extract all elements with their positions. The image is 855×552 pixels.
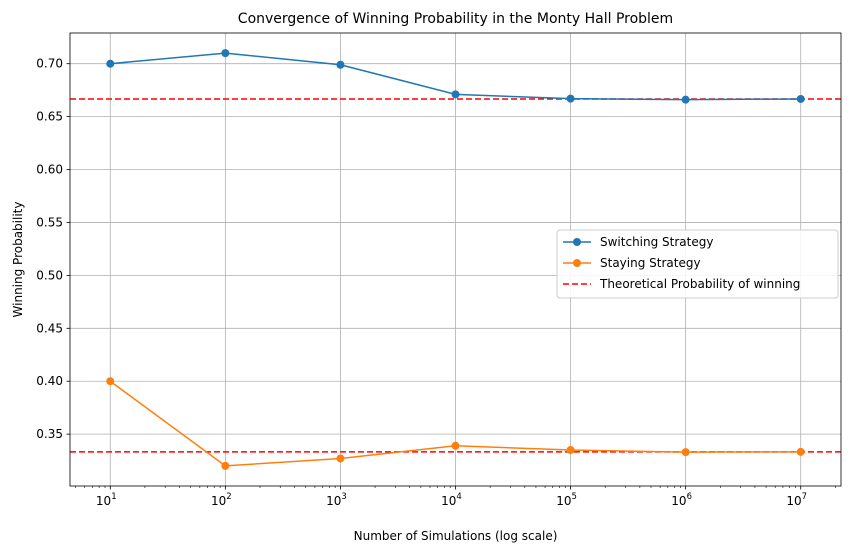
- legend-label-switching-strategy: Switching Strategy: [600, 235, 713, 249]
- staying-strategy-point: [336, 454, 345, 463]
- staying-strategy-point: [106, 377, 115, 386]
- legend-marker-switching-strategy: [573, 238, 581, 246]
- y-axis-ticks: 0.35 0.40 0.45 0.50 0.55 0.60 0.65 0.70: [36, 57, 70, 441]
- switching-strategy-point: [566, 94, 575, 103]
- y-tick-label: 0.45: [36, 321, 63, 335]
- x-tick-label: 102: [211, 492, 232, 508]
- switching-strategy-point: [681, 95, 690, 104]
- legend-marker-staying-strategy: [573, 259, 581, 267]
- y-axis-label: Winning Probability: [11, 202, 25, 318]
- legend-label-staying-strategy: Staying Strategy: [600, 256, 701, 270]
- switching-strategy-point: [336, 60, 345, 69]
- switching-strategy-point: [221, 49, 230, 58]
- x-tick-label: 107: [786, 492, 807, 508]
- y-tick-label: 0.60: [36, 163, 63, 177]
- legend-box: [556, 229, 839, 299]
- y-tick-label: 0.50: [36, 268, 63, 282]
- x-tick-label: 101: [96, 492, 117, 508]
- switching-strategy-point: [106, 59, 115, 68]
- staying-strategy-point: [451, 441, 460, 450]
- y-tick-label: 0.40: [36, 374, 63, 388]
- series: [106, 49, 805, 470]
- x-tick-label: 104: [441, 492, 462, 508]
- y-tick-label: 0.55: [36, 215, 63, 229]
- x-tick-label: 105: [556, 492, 577, 508]
- y-tick-label: 0.65: [36, 110, 63, 124]
- y-tick-label: 0.70: [36, 57, 63, 71]
- staying-strategy-point: [796, 447, 805, 456]
- switching-strategy-point: [796, 94, 805, 103]
- staying-strategy-point: [221, 461, 230, 470]
- staying-strategy-point: [681, 448, 690, 457]
- legend: Switching Strategy Staying Strategy Theore…: [556, 229, 839, 299]
- y-tick-label: 0.35: [36, 427, 63, 441]
- x-axis-label: Number of Simulations (log scale): [354, 529, 558, 543]
- chart-title: Convergence of Winning Probability in th…: [238, 11, 673, 27]
- staying-strategy-point: [566, 446, 575, 455]
- legend-label-theoretical-probability-of-winning: Theoretical Probability of winning: [599, 277, 800, 291]
- x-tick-label: 106: [671, 492, 692, 508]
- switching-strategy-point: [451, 90, 460, 99]
- x-axis-ticks: 101 102 103 104 105 106 107: [75, 486, 836, 508]
- x-tick-label: 103: [326, 492, 347, 508]
